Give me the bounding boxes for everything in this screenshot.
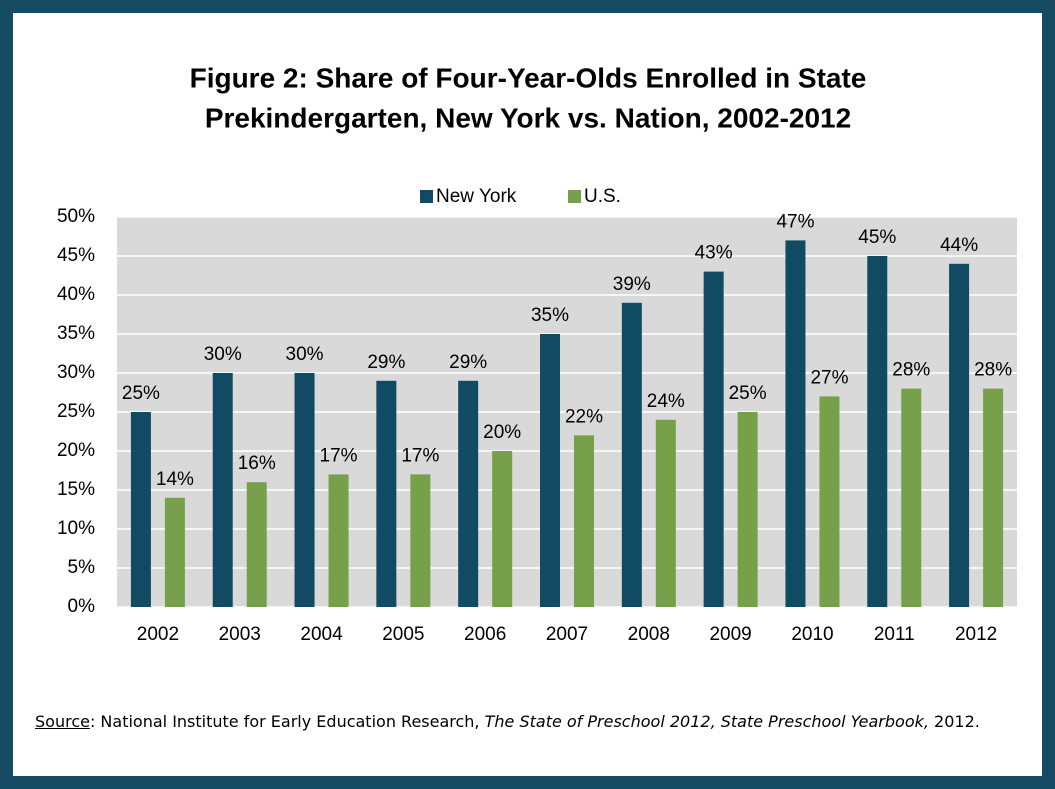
bar	[901, 388, 922, 607]
data-label: 30%	[286, 344, 324, 365]
data-label: 29%	[367, 352, 405, 373]
data-label: 20%	[483, 422, 521, 443]
y-tick-label: 0%	[68, 596, 96, 617]
bar	[164, 497, 185, 607]
x-tick-label: 2005	[382, 624, 424, 645]
bar	[492, 451, 513, 607]
bar	[819, 396, 840, 607]
y-tick-label: 5%	[68, 557, 96, 578]
y-tick-label: 50%	[57, 206, 95, 227]
bar	[376, 380, 397, 607]
legend-label: U.S.	[584, 186, 621, 207]
bar	[703, 271, 724, 607]
data-label: 39%	[613, 274, 651, 295]
bar	[130, 412, 151, 607]
data-label: 47%	[776, 211, 814, 232]
data-label: 17%	[401, 445, 439, 466]
x-tick-label: 2012	[955, 624, 997, 645]
x-tick-label: 2011	[874, 624, 915, 645]
data-label: 25%	[122, 383, 160, 404]
data-label: 14%	[156, 469, 194, 490]
data-label: 17%	[320, 445, 358, 466]
data-label: 27%	[810, 367, 848, 388]
x-tick-label: 2010	[791, 624, 833, 645]
x-tick-label: 2007	[546, 624, 588, 645]
x-tick-label: 2008	[628, 624, 670, 645]
bar	[328, 474, 349, 607]
bar	[574, 435, 594, 607]
y-tick-label: 30%	[57, 362, 95, 383]
bar	[949, 263, 970, 607]
source-text: : National Institute for Early Education…	[89, 712, 485, 731]
bar	[540, 334, 560, 607]
y-tick-label: 25%	[57, 401, 95, 422]
y-tick-label: 20%	[57, 440, 95, 461]
bar	[737, 412, 758, 607]
source-note: Source: National Institute for Early Edu…	[35, 706, 995, 737]
source-title: The State of Preschool 2012, State Presc…	[484, 712, 929, 731]
bar	[294, 373, 315, 607]
source-text: 2012.	[928, 712, 980, 731]
data-label: 25%	[729, 383, 767, 404]
y-tick-label: 40%	[57, 284, 95, 305]
bar	[983, 388, 1004, 607]
data-label: 35%	[531, 305, 569, 326]
data-label: 22%	[565, 406, 603, 427]
bar	[246, 482, 267, 607]
data-label: 29%	[449, 352, 487, 373]
bar	[621, 302, 642, 607]
bar	[410, 474, 431, 607]
data-label: 28%	[974, 360, 1012, 381]
bar	[867, 256, 888, 607]
bar	[458, 380, 479, 607]
bar	[212, 373, 233, 607]
chart-title: Prekindergarten, New York vs. Nation, 20…	[205, 102, 851, 133]
data-label: 24%	[647, 391, 685, 412]
data-label: 28%	[892, 360, 930, 381]
x-tick-label: 2004	[300, 624, 343, 645]
y-tick-label: 10%	[57, 518, 95, 539]
x-tick-label: 2006	[464, 624, 506, 645]
x-tick-label: 2009	[709, 624, 751, 645]
bar	[785, 240, 806, 607]
y-tick-label: 45%	[57, 245, 95, 266]
source-label: Source	[35, 712, 90, 731]
data-label: 43%	[695, 243, 733, 264]
y-tick-label: 35%	[57, 323, 95, 344]
chart-title: Figure 2: Share of Four-Year-Olds Enroll…	[190, 62, 867, 93]
data-label: 30%	[204, 344, 242, 365]
x-tick-label: 2003	[219, 624, 261, 645]
legend-label: New York	[436, 186, 517, 207]
y-tick-label: 15%	[57, 479, 95, 500]
legend-swatch	[568, 190, 581, 203]
data-label: 16%	[238, 453, 276, 474]
data-label: 45%	[858, 227, 896, 248]
data-label: 44%	[940, 235, 978, 256]
legend-swatch	[420, 190, 433, 203]
x-tick-label: 2002	[137, 624, 179, 645]
bar	[655, 419, 676, 607]
